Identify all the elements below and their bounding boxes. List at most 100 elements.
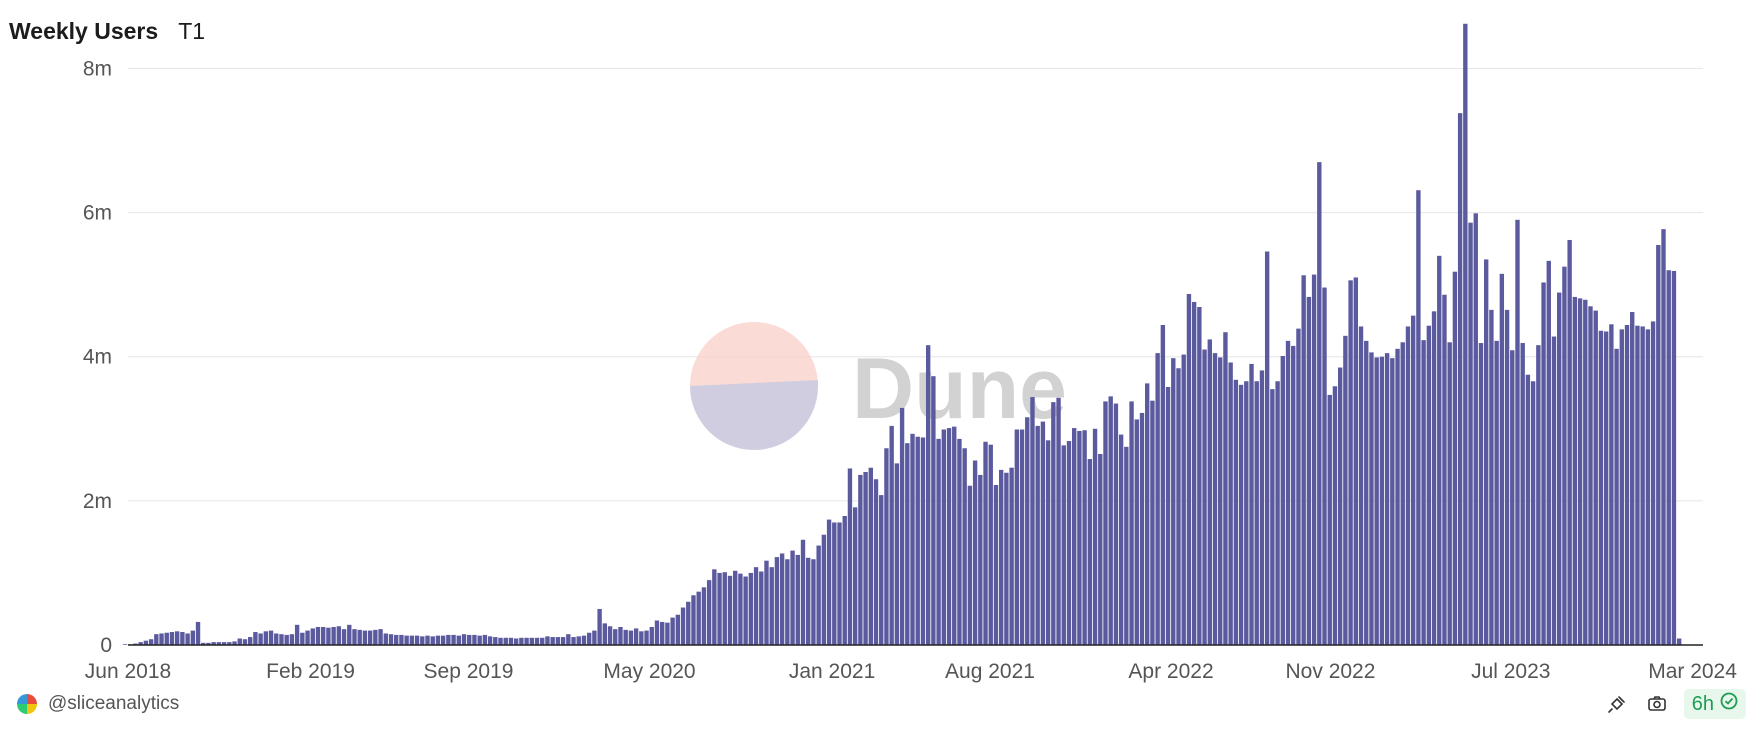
bar[interactable] (300, 632, 305, 645)
bar[interactable] (1650, 321, 1656, 645)
bar[interactable] (1358, 326, 1364, 645)
bar[interactable] (581, 635, 587, 645)
bar[interactable] (1520, 343, 1525, 645)
bar[interactable] (174, 631, 180, 645)
bar[interactable] (686, 601, 691, 645)
bar[interactable] (550, 637, 555, 645)
bar[interactable] (138, 642, 143, 645)
bar[interactable] (279, 634, 284, 645)
bar[interactable] (540, 637, 545, 645)
bar[interactable] (357, 629, 362, 645)
bar[interactable] (1510, 350, 1515, 645)
bar[interactable] (1609, 324, 1614, 645)
bar[interactable] (409, 635, 415, 645)
bar[interactable] (1139, 412, 1145, 645)
footer-author[interactable]: @sliceanalytics (14, 691, 179, 717)
bar[interactable] (1572, 296, 1578, 645)
bar[interactable] (1223, 332, 1228, 645)
bar[interactable] (352, 629, 357, 645)
bar[interactable] (493, 637, 498, 645)
bar[interactable] (425, 635, 430, 645)
bar[interactable] (1562, 266, 1567, 645)
bar[interactable] (294, 624, 300, 645)
bar[interactable] (899, 407, 905, 645)
bar[interactable] (806, 557, 811, 645)
bar[interactable] (1666, 270, 1671, 645)
bar[interactable] (347, 624, 352, 645)
bar[interactable] (1045, 440, 1051, 645)
bar[interactable] (920, 437, 926, 645)
bar[interactable] (602, 623, 608, 645)
bar[interactable] (826, 519, 832, 645)
bar[interactable] (206, 642, 211, 645)
bar[interactable] (1296, 328, 1301, 645)
bar[interactable] (1228, 362, 1233, 645)
bar[interactable] (258, 633, 263, 645)
bar[interactable] (1218, 357, 1223, 645)
bar[interactable] (1551, 336, 1557, 645)
embed-icon[interactable] (1604, 691, 1630, 717)
bar[interactable] (660, 621, 665, 645)
bar[interactable] (1468, 222, 1473, 645)
bar[interactable] (910, 433, 915, 645)
bar[interactable] (889, 425, 894, 645)
bar[interactable] (326, 627, 331, 645)
bar[interactable] (1447, 342, 1452, 645)
bar[interactable] (503, 637, 508, 645)
bar[interactable] (1019, 429, 1025, 645)
bar[interactable] (1369, 352, 1374, 645)
bar[interactable] (1238, 384, 1244, 645)
bar[interactable] (1337, 367, 1343, 645)
bar[interactable] (1374, 357, 1379, 645)
bar[interactable] (268, 630, 274, 645)
bar[interactable] (435, 635, 441, 645)
bar[interactable] (232, 641, 237, 645)
bar[interactable] (1645, 329, 1651, 645)
bar[interactable] (1463, 23, 1468, 645)
bar[interactable] (498, 637, 503, 645)
bar[interactable] (1656, 245, 1661, 645)
bar[interactable] (733, 570, 738, 645)
bar[interactable] (1030, 397, 1035, 645)
bar[interactable] (1124, 446, 1129, 645)
bar[interactable] (993, 485, 999, 645)
bar[interactable] (759, 571, 764, 645)
bar[interactable] (216, 642, 222, 645)
bar[interactable] (430, 636, 435, 645)
bar[interactable] (185, 633, 190, 645)
bar[interactable] (1025, 417, 1030, 645)
bar[interactable] (1494, 340, 1499, 645)
bar[interactable] (1504, 309, 1510, 645)
bar[interactable] (1416, 190, 1421, 646)
bar[interactable] (1056, 397, 1061, 645)
bar[interactable] (1306, 296, 1312, 645)
bar[interactable] (331, 626, 336, 645)
bar[interactable] (644, 630, 649, 645)
bar[interactable] (284, 634, 289, 645)
freshness-badge[interactable]: 6h (1683, 689, 1746, 719)
bar[interactable] (1004, 472, 1009, 645)
bar[interactable] (706, 580, 712, 645)
bar[interactable] (1280, 356, 1285, 645)
bar[interactable] (998, 469, 1004, 645)
bar[interactable] (607, 626, 613, 645)
bar[interactable] (545, 636, 550, 645)
bar[interactable] (1155, 353, 1160, 645)
bar[interactable] (586, 632, 592, 645)
bar[interactable] (1202, 349, 1207, 645)
bar[interactable] (180, 632, 185, 645)
bar[interactable] (1066, 441, 1072, 645)
bar[interactable] (1499, 273, 1505, 645)
bar[interactable] (1233, 379, 1239, 645)
bar[interactable] (665, 622, 670, 645)
bar[interactable] (1530, 381, 1536, 645)
bar[interactable] (1040, 421, 1046, 645)
bar[interactable] (341, 629, 347, 645)
bar[interactable] (1598, 330, 1604, 645)
bar[interactable] (1379, 356, 1385, 645)
bar[interactable] (779, 553, 785, 645)
bar[interactable] (1108, 396, 1113, 645)
bar[interactable] (1431, 311, 1437, 645)
bar[interactable] (508, 637, 514, 645)
bar[interactable] (941, 429, 946, 645)
